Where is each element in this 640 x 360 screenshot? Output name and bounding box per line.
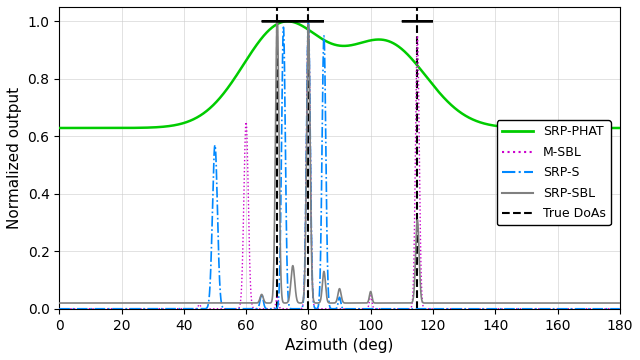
Legend: SRP-PHAT, M-SBL, SRP-S, SRP-SBL, True DoAs: SRP-PHAT, M-SBL, SRP-S, SRP-SBL, True Do… (497, 121, 611, 225)
SRP-S (56, 307, 63, 311)
SRP-S (616, 307, 623, 311)
M-SBL (616, 307, 623, 311)
M-SBL (563, 307, 570, 311)
SRP-SBL (616, 301, 623, 305)
SRP-PHAT (394, 44, 402, 49)
SRP-S (404, 307, 412, 311)
X-axis label: Azimuth (deg): Azimuth (deg) (285, 338, 394, 353)
SRP-PHAT (175, 122, 183, 126)
SRP-PHAT (284, 19, 291, 23)
Line: SRP-SBL: SRP-SBL (60, 21, 620, 303)
SRP-SBL (404, 301, 412, 305)
SRP-S (616, 307, 623, 311)
SRP-S (563, 307, 570, 311)
SRP-S (212, 152, 220, 156)
SRP-SBL (175, 301, 183, 305)
SRP-SBL (394, 301, 402, 305)
SRP-PHAT (563, 126, 570, 130)
SRP-SBL (212, 301, 220, 305)
M-SBL (404, 307, 412, 311)
SRP-SBL (273, 19, 281, 23)
SRP-PHAT (56, 126, 63, 130)
Line: SRP-PHAT: SRP-PHAT (60, 21, 620, 128)
SRP-SBL (563, 301, 570, 305)
M-SBL (212, 307, 220, 311)
M-SBL (394, 307, 402, 311)
Y-axis label: Normalized output: Normalized output (7, 87, 22, 229)
SRP-SBL (616, 301, 623, 305)
SRP-PHAT (616, 126, 623, 130)
SRP-SBL (56, 301, 63, 305)
SRP-S (175, 307, 183, 311)
M-SBL (305, 19, 312, 24)
SRP-PHAT (212, 100, 220, 105)
M-SBL (56, 307, 63, 311)
Line: M-SBL: M-SBL (60, 22, 620, 309)
M-SBL (616, 307, 623, 311)
SRP-S (305, 19, 312, 24)
SRP-S (394, 307, 402, 311)
SRP-PHAT (404, 53, 412, 57)
M-SBL (175, 307, 183, 311)
Line: SRP-S: SRP-S (60, 22, 620, 309)
SRP-PHAT (616, 126, 623, 130)
